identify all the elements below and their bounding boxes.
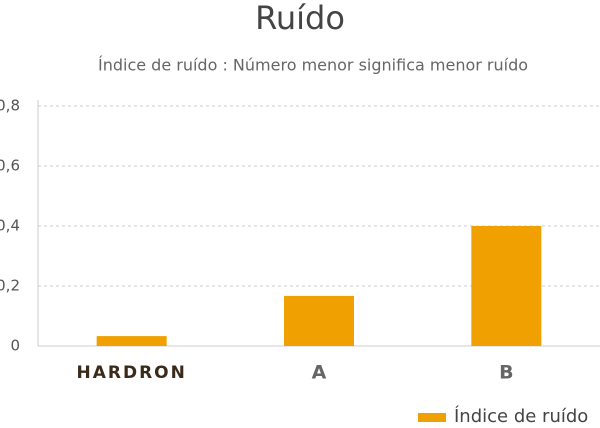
y-tick-label: 0,8 — [0, 97, 20, 115]
y-tick-label: 0,4 — [0, 217, 20, 235]
bar — [471, 226, 542, 346]
bar — [284, 295, 354, 346]
chart-subtitle: Índice de ruído : Número menor significa… — [98, 56, 528, 75]
chart-title: Ruído — [255, 0, 345, 37]
x-tick-label: HARDRON — [76, 363, 186, 383]
legend-swatch — [418, 413, 446, 422]
legend-label: Índice de ruído — [454, 405, 588, 427]
y-tick-label: 0,6 — [0, 157, 20, 175]
bar — [96, 336, 167, 346]
y-tick-label: 0 — [10, 337, 20, 355]
x-tick-label: B — [499, 362, 513, 384]
x-tick-label: A — [312, 362, 327, 384]
y-tick-label: 0,2 — [0, 277, 20, 295]
